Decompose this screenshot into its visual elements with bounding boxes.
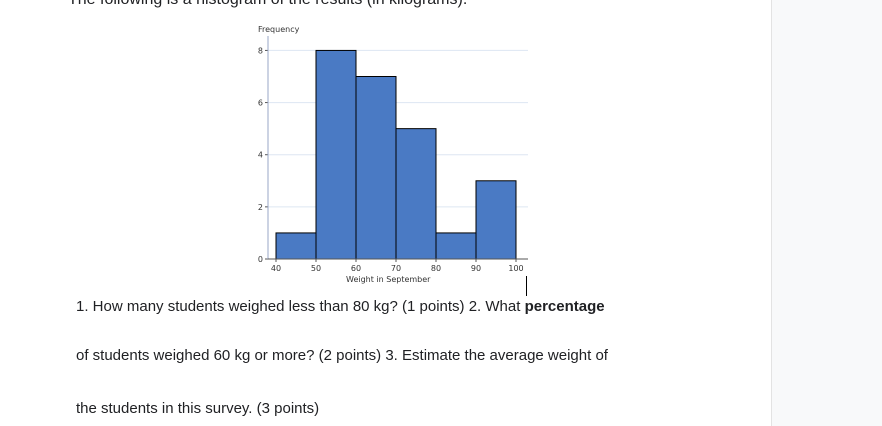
x-tick-label: 80 — [431, 264, 441, 273]
question-1-text: 1. How many students weighed less than 8… — [76, 298, 525, 315]
y-tick-label: 8 — [258, 46, 263, 55]
x-tick-label: 40 — [271, 264, 281, 273]
histogram-bar — [315, 49, 357, 260]
histogram-bar — [355, 76, 397, 260]
x-tick-label: 70 — [391, 264, 401, 273]
histogram-figure: 0 2 4 6 8 40 50 60 70 80 90 100 Frequency Weight in S… — [248, 22, 538, 292]
histogram-bar — [395, 128, 437, 260]
question-line-3: the students in this survey. (3 points) — [76, 400, 320, 417]
histogram-chart: 0 2 4 6 8 40 50 60 70 80 90 100 Frequency Weight in S… — [258, 25, 528, 284]
right-side-panel — [771, 0, 882, 426]
x-tick-label: 50 — [311, 264, 321, 273]
question-line-2: of students weighed 60 kg or more? (2 po… — [76, 347, 608, 364]
document-page: The following is a histogram of the resu… — [68, 0, 608, 417]
y-tick-label: 0 — [258, 255, 263, 264]
x-axis-label: Weight in September — [346, 275, 431, 284]
text-cursor — [526, 276, 527, 296]
y-axis-label: Frequency — [258, 25, 300, 34]
histogram-bar — [435, 232, 477, 260]
intro-text: The following is a histogram of the resu… — [68, 0, 467, 9]
y-tick-label: 2 — [258, 203, 263, 212]
histogram-bar — [475, 180, 517, 260]
x-tick-label: 100 — [508, 264, 523, 273]
question-line-1: 1. How many students weighed less than 8… — [76, 298, 605, 315]
x-tick-label: 60 — [351, 264, 361, 273]
y-tick-label: 6 — [258, 99, 263, 108]
percentage-bold: percentage — [524, 298, 605, 315]
x-tick-label: 90 — [471, 264, 481, 273]
histogram-bar — [275, 232, 317, 260]
y-tick-label: 4 — [258, 151, 263, 160]
